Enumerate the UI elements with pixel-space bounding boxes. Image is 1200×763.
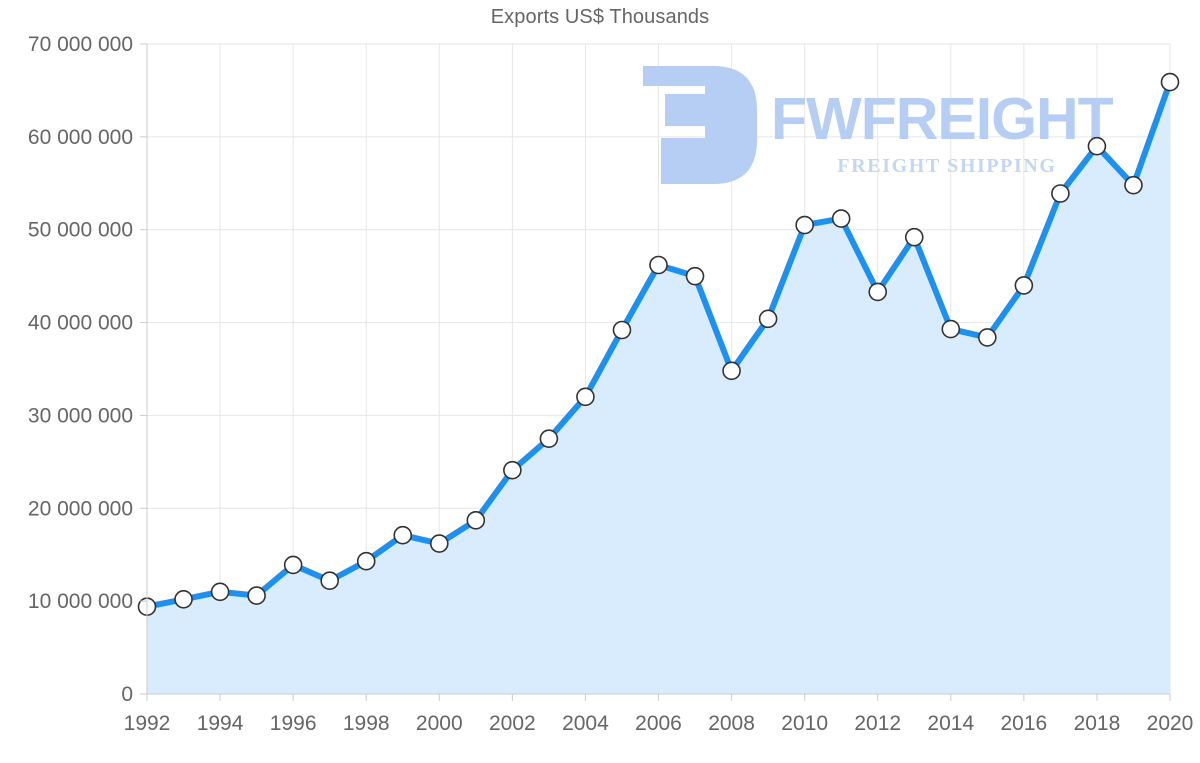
data-point-marker: [429, 534, 449, 553]
data-point-marker: [941, 319, 961, 339]
x-tick-label: 2006: [635, 712, 682, 735]
data-point-marker: [247, 586, 266, 605]
x-tick-label: 2010: [781, 712, 828, 735]
data-point-marker: [868, 282, 888, 302]
data-point-marker: [649, 255, 668, 275]
y-tick-label: 30 000 000: [28, 404, 133, 427]
x-tick-label: 1992: [124, 712, 171, 735]
data-point-marker: [466, 511, 486, 530]
data-point-marker: [539, 429, 559, 448]
data-point-marker: [503, 460, 522, 480]
x-tick-label: 2020: [1147, 712, 1194, 735]
x-tick-label: 1996: [270, 712, 317, 735]
data-point-marker: [283, 555, 303, 575]
data-point-marker: [831, 209, 851, 228]
y-tick-label: 20 000 000: [28, 497, 133, 520]
x-axis-tick-labels: 1992 1994 1996 1998 2000 2002 2004 2006 2008 2010…: [124, 712, 1194, 735]
x-tick-label: 1998: [343, 712, 390, 735]
x-tick-label: 2012: [854, 712, 901, 735]
data-point-marker: [576, 387, 595, 407]
data-point-marker: [356, 551, 376, 571]
data-point-marker: [1087, 136, 1107, 156]
data-point-marker: [1124, 175, 1143, 195]
data-point-marker: [685, 266, 705, 286]
data-point-marker: [795, 215, 814, 235]
data-point-marker: [174, 589, 193, 609]
chart-area-fill: [147, 82, 1170, 695]
x-tick-label: 2000: [416, 712, 463, 735]
y-tick-label: 50 000 000: [28, 219, 133, 242]
data-point-marker: [393, 525, 413, 545]
x-tick-label: 2016: [1000, 712, 1047, 735]
x-tick-label: 1994: [197, 712, 244, 735]
chart-markers: [137, 72, 1180, 617]
data-point-marker: [758, 309, 778, 329]
x-tick-label: 2018: [1074, 712, 1121, 735]
data-point-marker: [1014, 276, 1034, 295]
data-point-marker: [722, 361, 741, 381]
data-point-marker: [1051, 184, 1070, 203]
x-tick-label: 2014: [927, 712, 974, 735]
y-axis-tick-labels: 0 10 000 000 20 000 000 30 000 000 40 000 00…: [28, 33, 133, 706]
data-point-marker: [978, 328, 997, 347]
x-tick-label: 2004: [562, 712, 609, 735]
series-area: [147, 82, 1170, 695]
y-tick-label: 0: [121, 683, 133, 706]
y-tick-label: 70 000 000: [28, 33, 133, 56]
data-point-marker: [1160, 72, 1180, 92]
data-point-marker: [210, 582, 230, 602]
chart-axis: [140, 43, 1171, 701]
data-point-marker: [612, 320, 632, 340]
x-tick-label: 2002: [489, 712, 536, 735]
y-tick-label: 60 000 000: [28, 126, 133, 149]
y-tick-label: 40 000 000: [28, 312, 133, 335]
y-tick-label: 10 000 000: [28, 590, 133, 613]
data-point-marker: [904, 227, 924, 247]
x-tick-label: 2008: [708, 712, 755, 735]
chart-title: Exports US$ Thousands: [490, 6, 710, 28]
data-point-marker: [320, 571, 339, 591]
